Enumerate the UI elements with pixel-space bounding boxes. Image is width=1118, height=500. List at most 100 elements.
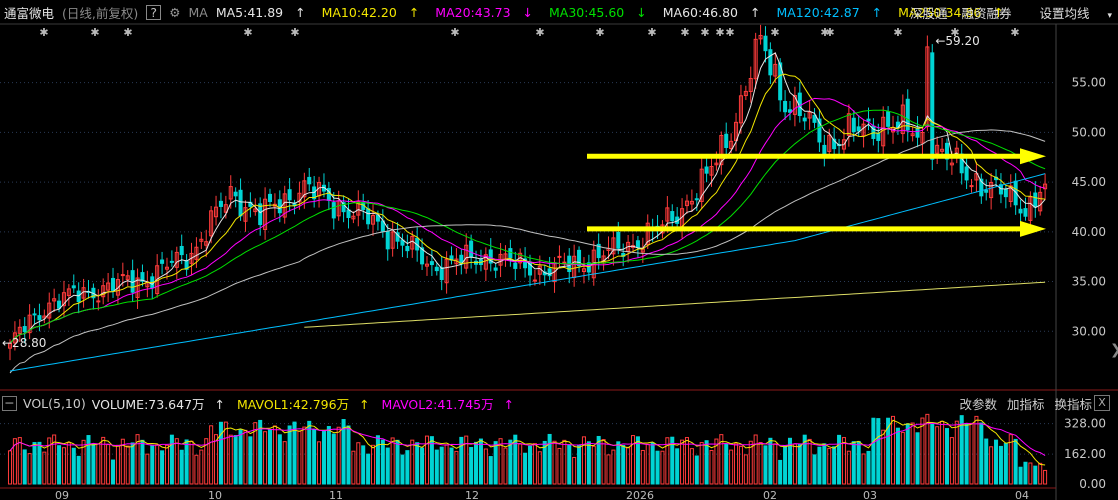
ma60-line bbox=[9, 129, 1046, 374]
volume-tick-label: 0.00 bbox=[1079, 477, 1106, 491]
ma20-line bbox=[9, 97, 1046, 344]
volume-tick-label: 328.00 bbox=[1064, 417, 1106, 431]
volume-bar bbox=[920, 417, 925, 485]
candle-body bbox=[228, 186, 233, 200]
candle-body bbox=[375, 214, 380, 222]
volume-bar bbox=[1018, 466, 1023, 485]
price-tick-label: 55.00 bbox=[1072, 76, 1106, 90]
event-marker-icon: ✱ bbox=[450, 26, 459, 39]
candle-body bbox=[356, 201, 361, 216]
volume-bar bbox=[488, 456, 493, 485]
menu-shenguton[interactable]: 深股通 bbox=[909, 5, 948, 21]
volume-bar bbox=[562, 439, 567, 485]
minus-icon[interactable]: − bbox=[2, 395, 17, 411]
candle-body bbox=[581, 268, 586, 273]
candle-body bbox=[827, 134, 832, 152]
volume-bar bbox=[567, 444, 572, 485]
candle-body bbox=[17, 326, 22, 334]
candle-body bbox=[812, 114, 817, 123]
volume-bar bbox=[169, 434, 174, 485]
volume-bar bbox=[400, 454, 405, 485]
volume-bar bbox=[272, 425, 277, 485]
candle-body bbox=[37, 315, 42, 321]
candle-body bbox=[738, 95, 743, 124]
volume-bar bbox=[336, 426, 341, 485]
event-marker-icon: ✱ bbox=[950, 26, 959, 39]
candle-body bbox=[964, 166, 969, 181]
volume-bar bbox=[415, 442, 420, 485]
volume-bar bbox=[768, 437, 773, 485]
volume-bar bbox=[454, 450, 459, 485]
volume-bar bbox=[420, 447, 425, 485]
x-tick-label: 2026 bbox=[626, 489, 654, 500]
ma-label[interactable]: MA bbox=[188, 4, 208, 20]
annotation-arrow-head bbox=[1020, 148, 1046, 165]
candle-body bbox=[832, 138, 837, 150]
ma250-arrow: ↑ bbox=[993, 4, 1004, 20]
volume-bar bbox=[616, 441, 621, 485]
vol-label[interactable]: VOL(5,10) bbox=[23, 395, 86, 411]
candle-body bbox=[488, 249, 493, 264]
volume-bar bbox=[115, 444, 120, 485]
candle-body bbox=[689, 200, 694, 205]
candle-body bbox=[915, 127, 920, 138]
candle-body bbox=[96, 300, 101, 303]
candle-body bbox=[876, 132, 881, 141]
volume-bar bbox=[32, 442, 37, 485]
close-icon[interactable]: X bbox=[1094, 395, 1110, 411]
candle-body bbox=[1023, 208, 1028, 217]
candle-body bbox=[684, 200, 690, 207]
mavol2-readout: MAVOL2:41.745万 ↑ bbox=[381, 396, 515, 412]
volume-bar bbox=[626, 446, 631, 485]
ma10-arrow: ↑ bbox=[408, 4, 420, 20]
edit-params-button[interactable]: 改参数 bbox=[959, 396, 997, 412]
price-tick-label: 45.00 bbox=[1072, 175, 1106, 189]
event-marker-icon: ✱ bbox=[290, 26, 299, 39]
help-icon[interactable]: ? bbox=[146, 4, 162, 20]
volume-bar bbox=[837, 434, 842, 485]
ma20-arrow: ↓ bbox=[522, 4, 534, 20]
stock-name[interactable]: 通富微电 bbox=[4, 5, 55, 21]
candle-body bbox=[424, 263, 430, 267]
candle-body bbox=[189, 252, 194, 264]
menu-set-ma[interactable]: 设置均线 ▾ bbox=[1039, 5, 1112, 21]
volume-bar bbox=[944, 428, 950, 485]
candle-body bbox=[817, 118, 822, 143]
candle-body bbox=[218, 200, 223, 207]
candle-body bbox=[233, 191, 238, 197]
volume-bar bbox=[802, 434, 807, 485]
volume-bar bbox=[302, 426, 307, 485]
volume-bar bbox=[719, 434, 724, 485]
candle-body bbox=[47, 302, 52, 319]
candle-body bbox=[1008, 185, 1013, 202]
add-indicator-button[interactable]: 加指标 bbox=[1006, 396, 1045, 412]
volume-bar bbox=[164, 444, 170, 485]
volume-bar bbox=[331, 433, 336, 485]
candle-body bbox=[12, 332, 17, 344]
event-marker-icon: ✱ bbox=[700, 26, 709, 39]
volume-bar bbox=[145, 453, 150, 485]
price-tick-label: 35.00 bbox=[1072, 275, 1106, 289]
volume-bar bbox=[410, 439, 415, 485]
candle-body bbox=[52, 298, 57, 302]
volume-bar bbox=[189, 440, 194, 485]
candle-body bbox=[758, 34, 763, 40]
volume-bar bbox=[503, 447, 508, 485]
candle-body bbox=[807, 111, 812, 119]
candle-body bbox=[110, 277, 116, 291]
candle-body bbox=[258, 203, 263, 226]
volume-bar bbox=[57, 445, 62, 485]
candle-body bbox=[106, 282, 111, 291]
volume-bar bbox=[204, 438, 209, 485]
candle-body bbox=[935, 144, 940, 154]
candle-body bbox=[768, 49, 773, 76]
gear-icon[interactable]: ⚙ bbox=[169, 4, 181, 20]
volume-bar bbox=[312, 428, 317, 485]
volume-bar bbox=[984, 438, 989, 485]
switch-indicator-button[interactable]: 换指标 bbox=[1054, 396, 1092, 412]
menu-margin[interactable]: 融资融券 bbox=[961, 5, 1012, 21]
volume-bar bbox=[464, 435, 469, 485]
event-marker-icon: ✱ bbox=[243, 26, 252, 39]
volume-bar bbox=[532, 443, 537, 485]
